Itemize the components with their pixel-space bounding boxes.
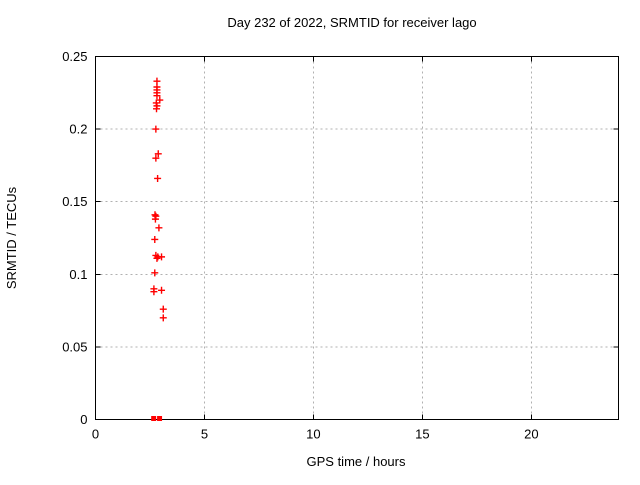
- data-point-plus: [159, 305, 167, 313]
- data-point-plus: [158, 253, 166, 261]
- chart-title: Day 232 of 2022, SRMTID for receiver lag…: [227, 15, 476, 30]
- tick-labels: 0 5 10 15 20 0 0.05 0.1 0.15 0.2 0.25: [62, 49, 538, 442]
- data-point-plus: [152, 125, 160, 133]
- data-point-plus: [151, 235, 159, 243]
- data-point-plus: [151, 215, 159, 223]
- y-tick-label: 0: [80, 412, 87, 427]
- data-point-cluster: [151, 416, 157, 421]
- y-tick-label: 0.05: [62, 339, 87, 354]
- data-point-plus: [153, 92, 161, 100]
- x-tick-label: 15: [415, 427, 429, 442]
- data-point-plus: [155, 224, 163, 232]
- data-points: [150, 77, 167, 421]
- data-point-plus: [154, 174, 162, 182]
- data-point-cluster: [157, 416, 163, 421]
- data-point-plus: [153, 254, 161, 262]
- data-point-plus: [158, 286, 166, 294]
- x-tick-label: 0: [92, 427, 99, 442]
- data-point-plus: [153, 105, 161, 113]
- x-axis-label: GPS time / hours: [307, 454, 406, 469]
- data-point-plus: [154, 150, 162, 158]
- plot-border: [95, 56, 619, 420]
- y-tick-label: 0.1: [69, 267, 87, 282]
- y-tick-label: 0.25: [62, 49, 87, 64]
- grid-lines: [95, 56, 619, 420]
- axis-ticks: [95, 56, 619, 420]
- x-tick-label: 20: [524, 427, 538, 442]
- data-point-plus: [152, 154, 160, 162]
- y-tick-label: 0.15: [62, 194, 87, 209]
- y-axis-label: SRMTID / TECUs: [4, 186, 19, 289]
- data-point-plus: [150, 288, 158, 296]
- x-tick-label: 10: [306, 427, 320, 442]
- x-tick-label: 5: [201, 427, 208, 442]
- data-point-plus: [151, 269, 159, 277]
- y-tick-label: 0.2: [69, 122, 87, 137]
- data-point-plus: [159, 314, 167, 322]
